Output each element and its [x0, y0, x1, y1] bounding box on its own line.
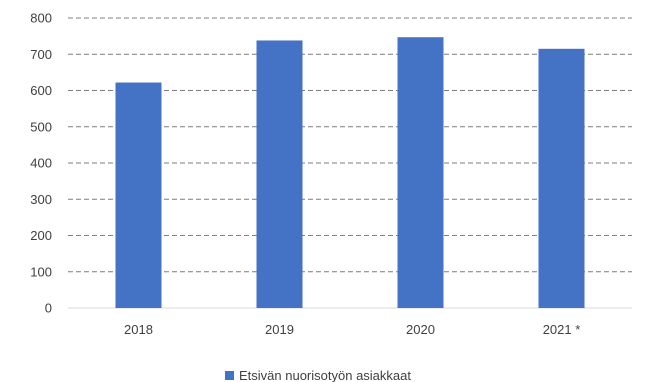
legend-swatch: [225, 371, 234, 380]
bars: [115, 37, 585, 309]
y-tick-label: 100: [30, 264, 52, 279]
x-axis: 2018 2019 2020 2021 *: [124, 322, 580, 337]
legend: Etsivän nuorisotyön asiakkaat: [225, 368, 411, 382]
x-tick-label: 2019: [265, 322, 294, 337]
y-tick-label: 300: [30, 192, 52, 207]
y-tick-label: 800: [30, 11, 52, 26]
bar-2019: [256, 40, 303, 308]
bar-2020: [397, 37, 444, 309]
y-tick-label: 700: [30, 47, 52, 62]
y-tick-label: 600: [30, 83, 52, 98]
y-axis: 0 100 200 300 400 500 600 700 800: [30, 11, 52, 316]
x-tick-label: 2020: [406, 322, 435, 337]
y-tick-label: 200: [30, 228, 52, 243]
y-tick-label: 400: [30, 156, 52, 171]
y-tick-label: 0: [45, 301, 52, 316]
bar-2018: [115, 82, 162, 309]
gridlines: [68, 17, 632, 309]
legend-label: Etsivän nuorisotyön asiakkaat: [239, 368, 411, 382]
bar-2021: [538, 48, 585, 308]
y-tick-label: 500: [30, 119, 52, 134]
x-tick-label: 2018: [124, 322, 153, 337]
x-tick-label: 2021 *: [543, 322, 581, 337]
